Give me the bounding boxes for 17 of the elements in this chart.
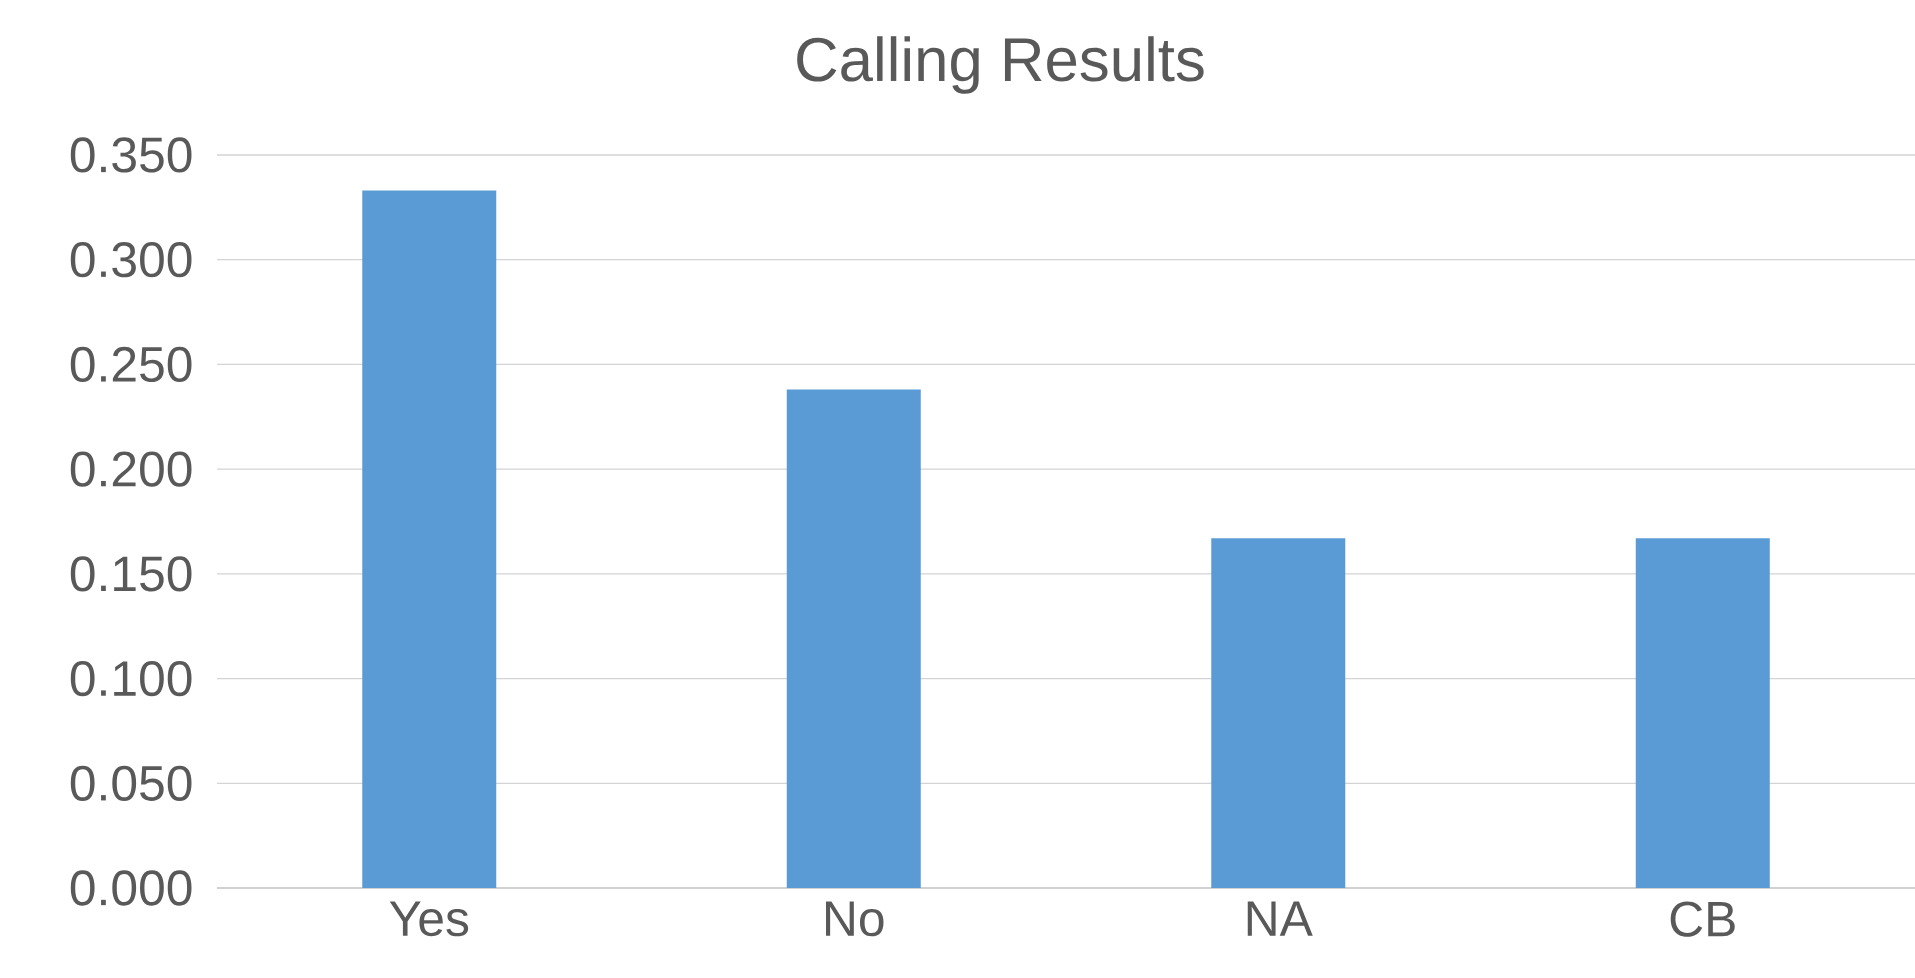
y-tick-label: 0.350 [70,137,192,173]
chart-title: Calling Results [797,36,1204,94]
x-tick-label: NA [1247,901,1313,936]
bar [362,190,497,888]
y-tick-label: 0.300 [70,242,192,278]
bar [786,389,921,888]
bar [1211,538,1346,888]
y-tick-label: 0.250 [70,346,192,383]
x-tick-label: No [826,901,884,937]
x-tick-label: CB [1670,901,1735,937]
bar [1635,538,1770,888]
y-tick-label: 0.100 [70,660,192,697]
y-tick-label: 0.150 [70,556,192,592]
y-tick-label: 0.050 [70,765,192,801]
y-tick-label: 0.000 [70,870,192,906]
x-tick-label: Yes [389,901,469,937]
y-tick-label: 0.200 [70,451,192,487]
